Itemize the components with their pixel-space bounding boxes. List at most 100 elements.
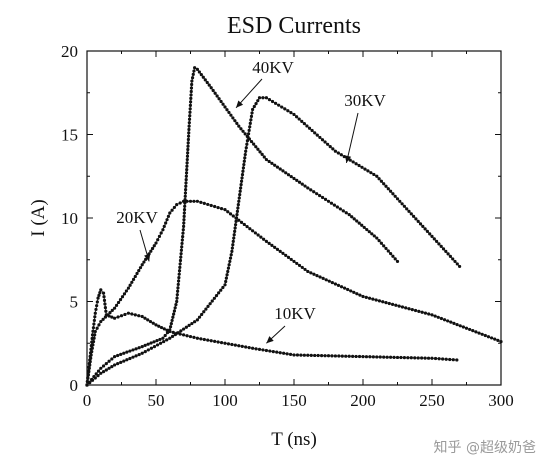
data-point — [448, 358, 451, 361]
data-point — [221, 103, 224, 106]
data-point — [262, 238, 265, 241]
data-point — [117, 301, 120, 304]
data-point — [252, 143, 255, 146]
data-point — [134, 347, 137, 350]
annotation-label: 10KV — [274, 304, 316, 323]
data-point — [141, 263, 144, 266]
data-point — [248, 129, 251, 132]
data-point — [378, 239, 381, 242]
data-point — [234, 223, 237, 226]
data-point — [303, 184, 306, 187]
data-point — [251, 229, 254, 232]
data-point — [153, 244, 156, 247]
data-point — [107, 360, 110, 363]
data-point — [181, 238, 184, 241]
data-point — [172, 313, 175, 316]
data-point — [280, 105, 283, 108]
data-point — [89, 360, 92, 363]
data-point — [200, 313, 203, 316]
data-point — [196, 68, 199, 71]
data-point — [430, 313, 433, 316]
data-point — [254, 231, 257, 234]
data-point — [127, 312, 130, 315]
data-point — [258, 150, 261, 153]
data-point — [182, 327, 185, 330]
data-point — [248, 137, 251, 140]
data-point — [357, 164, 360, 167]
data-point — [206, 81, 209, 84]
data-point — [86, 377, 89, 380]
data-point — [237, 344, 240, 347]
data-point — [202, 310, 205, 313]
data-point — [493, 338, 496, 341]
data-point — [340, 285, 343, 288]
data-point — [318, 275, 321, 278]
data-point — [275, 351, 278, 354]
data-point — [348, 213, 351, 216]
data-point — [99, 372, 102, 375]
data-point — [414, 217, 417, 220]
data-point — [329, 145, 332, 148]
data-point — [437, 316, 440, 319]
data-point — [144, 344, 147, 347]
data-point — [198, 316, 201, 319]
data-point — [192, 69, 195, 72]
data-point — [268, 98, 271, 101]
data-point — [246, 135, 249, 138]
data-point — [368, 230, 371, 233]
data-point — [185, 178, 188, 181]
data-point — [196, 318, 199, 321]
data-point — [141, 345, 144, 348]
data-point — [334, 150, 337, 153]
data-point — [92, 340, 95, 343]
data-point — [342, 209, 345, 212]
data-point — [132, 278, 135, 281]
data-point — [156, 343, 159, 346]
data-point — [164, 334, 167, 337]
data-point — [177, 279, 180, 282]
data-point — [230, 343, 233, 346]
data-point — [295, 262, 298, 265]
data-point — [177, 276, 180, 279]
data-point — [179, 255, 182, 258]
data-point — [290, 175, 293, 178]
data-point — [121, 295, 124, 298]
data-point — [270, 162, 273, 165]
data-point — [92, 322, 95, 325]
y-tick-label: 0 — [70, 376, 79, 395]
data-point — [451, 257, 454, 260]
data-point — [92, 326, 95, 329]
data-point — [363, 226, 366, 229]
data-point — [106, 313, 109, 316]
data-point — [426, 230, 429, 233]
data-point — [200, 73, 203, 76]
data-point — [210, 204, 213, 207]
data-point — [251, 108, 254, 111]
data-point — [224, 280, 227, 283]
data-point — [190, 90, 193, 93]
data-point — [435, 240, 438, 243]
data-point — [358, 355, 361, 358]
data-point — [87, 373, 90, 376]
data-point — [369, 171, 372, 174]
data-point — [188, 118, 191, 121]
data-point — [352, 160, 355, 163]
data-point — [257, 233, 260, 236]
data-point — [104, 310, 107, 313]
data-point — [420, 356, 423, 359]
data-point — [85, 383, 88, 386]
data-point — [340, 153, 343, 156]
data-point — [248, 125, 251, 128]
data-point — [456, 262, 459, 265]
data-point — [315, 192, 318, 195]
data-point — [137, 314, 140, 317]
data-point — [88, 367, 91, 370]
data-point — [185, 171, 188, 174]
data-point — [228, 260, 231, 263]
data-point — [244, 345, 247, 348]
data-point — [240, 176, 243, 179]
data-point — [317, 354, 320, 357]
data-point — [351, 355, 354, 358]
data-point — [449, 321, 452, 324]
data-point — [442, 247, 445, 250]
